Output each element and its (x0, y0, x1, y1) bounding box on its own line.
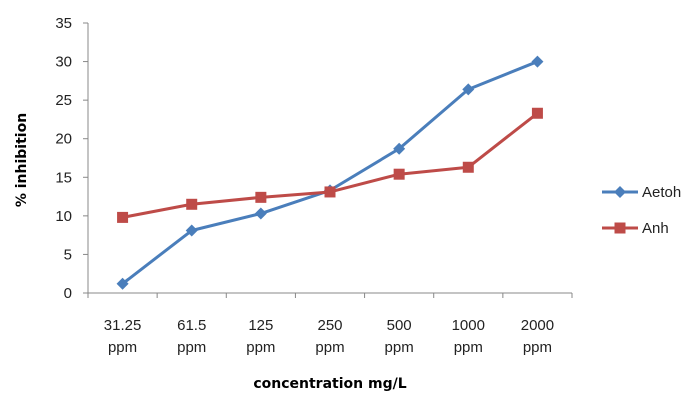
y-tick-label: 15 (55, 169, 72, 186)
x-tick-label: 1000 (452, 317, 485, 334)
x-tick-label: ppm (108, 339, 137, 356)
y-tick-label: 0 (64, 285, 72, 302)
data-point (117, 211, 129, 223)
data-point (462, 161, 474, 173)
y-tick-label: 25 (55, 92, 72, 109)
data-point (116, 277, 129, 290)
legend-marker (614, 222, 626, 234)
y-tick-label: 30 (55, 54, 72, 71)
y-tick-label: 35 (55, 15, 72, 32)
y-tick-label: 10 (55, 208, 72, 225)
y-axis-ticks: 0 5 10 15 20 25 30 35 (55, 15, 88, 302)
data-point (462, 83, 475, 96)
legend-label: Aetoh (642, 184, 681, 201)
data-point (255, 191, 267, 203)
legend-label: Anh (642, 220, 669, 237)
x-tick-label: ppm (385, 339, 414, 356)
x-tick-label: ppm (454, 339, 483, 356)
data-point (393, 168, 405, 180)
x-tick-label: 61.5 (177, 317, 206, 334)
legend-marker (614, 186, 626, 198)
data-point (531, 107, 543, 119)
x-tick-label: 500 (387, 317, 412, 334)
data-point (324, 186, 336, 198)
x-tick-label: ppm (315, 339, 344, 356)
series-layer (116, 55, 544, 290)
y-tick-label: 5 (64, 246, 72, 263)
plot-area: 0 5 10 15 20 25 30 35 31.25 ppm 61.5 ppm 125 ppm 250 p… (55, 15, 573, 356)
x-tick-label: 250 (317, 317, 342, 334)
x-axis-ticks: 31.25 ppm 61.5 ppm 125 ppm 250 ppm 500 ppm 1000 ppm… (87, 293, 573, 356)
data-point (185, 224, 198, 237)
series-line-anh (122, 112, 539, 219)
x-tick-label: 125 (248, 317, 273, 334)
x-axis-title: concentration mg/L (253, 376, 406, 392)
x-tick-label: ppm (523, 339, 552, 356)
data-point (186, 198, 198, 210)
x-tick-label: 31.25 (104, 317, 142, 334)
x-tick-label: ppm (246, 339, 275, 356)
data-point (254, 207, 267, 220)
x-tick-label: 2000 (521, 317, 554, 334)
data-point (531, 55, 544, 68)
x-tick-label: ppm (177, 339, 206, 356)
data-point (393, 142, 406, 155)
legend: Aetoh Anh (602, 184, 681, 237)
series-line-aetoh (121, 60, 538, 285)
y-axis-title: % inhibition (14, 113, 30, 207)
y-tick-label: 20 (55, 131, 72, 148)
